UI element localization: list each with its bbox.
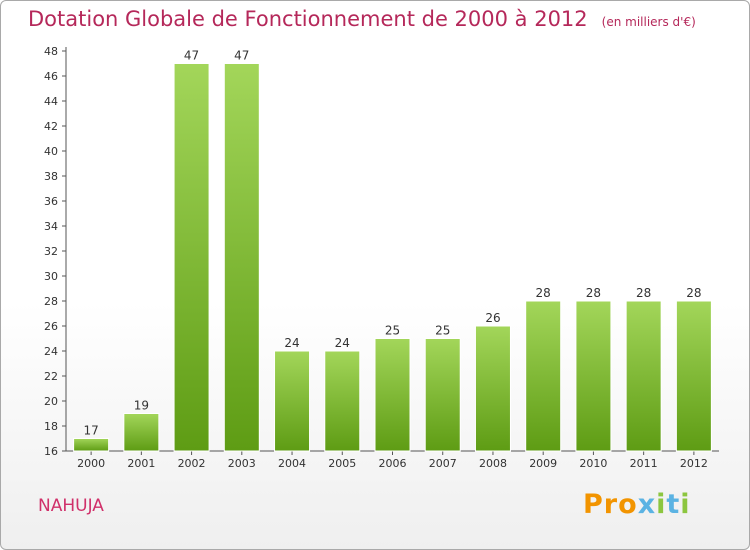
x-tick-label-2001: 2001 <box>127 457 155 470</box>
data-label-2002: 47 <box>184 49 199 63</box>
bar-2002 <box>173 63 210 452</box>
chart-title: Dotation Globale de Fonctionnement de 20… <box>28 7 696 31</box>
logo-letter: o <box>618 489 638 520</box>
y-tick-label: 26 <box>44 320 58 333</box>
y-tick-label: 44 <box>44 95 58 108</box>
y-tick-label: 40 <box>44 145 58 158</box>
title-text: Dotation Globale de Fonctionnement de 20… <box>28 7 588 31</box>
data-label-2009: 28 <box>536 286 551 300</box>
y-tick-label: 36 <box>44 195 58 208</box>
bars: 17 19 47 47 24 24 25 25 26 28 28 28 28 <box>73 49 712 452</box>
data-label-2011: 28 <box>636 286 651 300</box>
x-tick-label-2000: 2000 <box>77 457 105 470</box>
logo-letter: i <box>656 489 667 520</box>
x-tick-label-2010: 2010 <box>579 457 607 470</box>
x-tick-label-2012: 2012 <box>680 457 708 470</box>
data-label-2006: 25 <box>385 324 400 338</box>
x-tick-label-2003: 2003 <box>228 457 256 470</box>
y-tick-label: 28 <box>44 295 58 308</box>
x-tick-label-2008: 2008 <box>479 457 507 470</box>
y-tick-label: 24 <box>44 345 58 358</box>
bar-2011 <box>625 300 662 452</box>
x-tick-label-2006: 2006 <box>379 457 407 470</box>
data-label-2005: 24 <box>335 336 350 350</box>
bar-2010 <box>575 300 612 452</box>
x-tick-label-2002: 2002 <box>178 457 206 470</box>
x-tick-label-2011: 2011 <box>630 457 658 470</box>
commune-name: NAHUJA <box>38 496 104 516</box>
data-label-2003: 47 <box>234 49 249 63</box>
bar-2009 <box>525 300 562 452</box>
axes: 16 18 20 22 24 26 28 30 32 34 36 38 40 42 44 46 48 2000 20… <box>44 45 719 470</box>
data-label-2012: 28 <box>686 286 701 300</box>
bar-2007 <box>424 338 461 452</box>
logo-letter: r <box>603 489 619 520</box>
data-label-2010: 28 <box>586 286 601 300</box>
bar-2004 <box>274 350 311 452</box>
y-tick-label: 42 <box>44 120 58 133</box>
x-tick-label-2009: 2009 <box>529 457 557 470</box>
data-label-2000: 17 <box>83 424 98 438</box>
y-tick-label: 34 <box>44 220 58 233</box>
y-tick-label: 46 <box>44 70 58 83</box>
logo-letter: x <box>637 489 657 520</box>
y-tick-label: 18 <box>44 420 58 433</box>
y-tick-label: 16 <box>44 445 58 458</box>
data-label-2001: 19 <box>134 399 149 413</box>
y-tick-label: 22 <box>44 370 58 383</box>
data-label-2007: 25 <box>435 324 450 338</box>
chart-subtitle: (en milliers d'€) <box>601 15 696 29</box>
x-tick-label-2007: 2007 <box>429 457 457 470</box>
bar-2008 <box>474 325 511 452</box>
bar-2001 <box>123 413 160 452</box>
bar-2000 <box>73 438 110 452</box>
y-tick-label: 32 <box>44 245 58 258</box>
bar-2006 <box>374 338 411 452</box>
bar-2012 <box>675 300 712 452</box>
x-tick-label-2004: 2004 <box>278 457 306 470</box>
y-tick-label: 38 <box>44 170 58 183</box>
bar-2005 <box>324 350 361 452</box>
logo-letter: P <box>583 489 604 520</box>
bar-2003 <box>223 63 260 452</box>
y-tick-label: 20 <box>44 395 58 408</box>
data-label-2004: 24 <box>284 336 299 350</box>
y-tick-label: 30 <box>44 270 58 283</box>
logo-letter: i <box>680 489 691 520</box>
x-tick-label-2005: 2005 <box>328 457 356 470</box>
logo-letter: t <box>666 489 681 520</box>
proxiti-logo[interactable]: Proxiti <box>583 489 691 520</box>
data-label-2008: 26 <box>485 311 500 325</box>
y-tick-label: 48 <box>44 45 58 58</box>
